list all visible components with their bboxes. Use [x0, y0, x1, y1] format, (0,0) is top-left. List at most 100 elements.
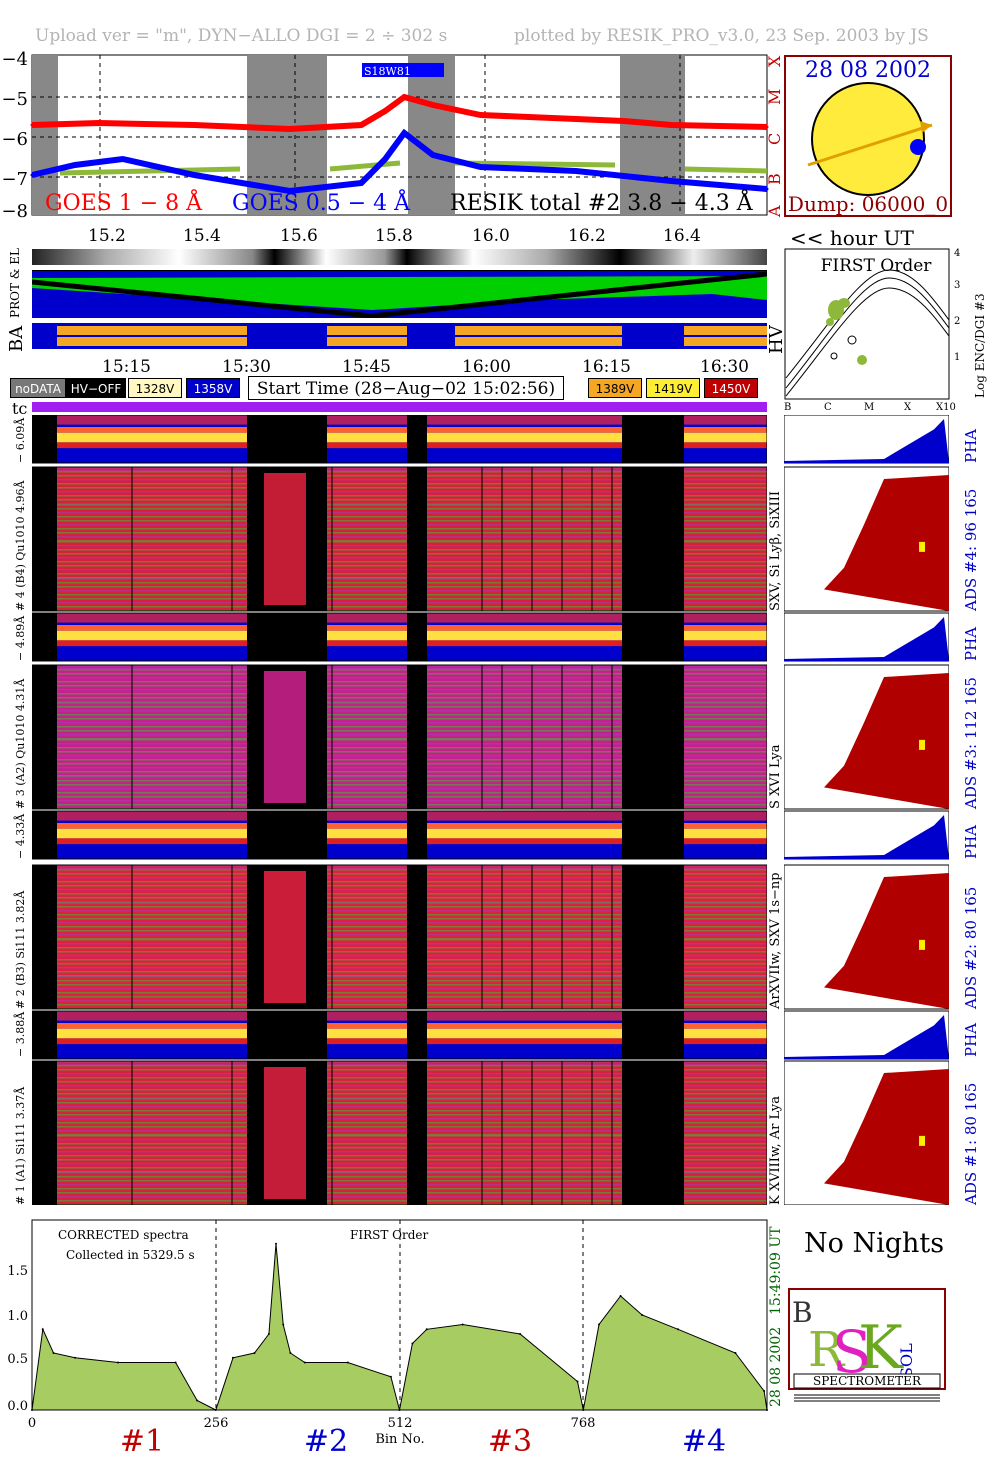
goes-ytick: −7	[1, 169, 28, 190]
spectrum-point	[282, 1323, 285, 1326]
goes-point	[30, 123, 34, 127]
goes-point	[574, 169, 578, 173]
svg-text:1.5: 1.5	[7, 1264, 28, 1279]
svg-text:2: 2	[954, 316, 960, 327]
svg-text:0.0: 0.0	[7, 1399, 28, 1414]
goes-point	[670, 123, 674, 127]
legend-hvoff: HV−OFF	[66, 378, 126, 398]
channel-lines-label: K XVIIIw, Ar Lya	[768, 1096, 783, 1205]
legend-nodata: noDATA	[10, 378, 66, 398]
pha-range-label: − 4.33Å	[14, 813, 27, 859]
spectrum-point	[398, 1409, 401, 1411]
channel-lines-label: SXV, Si Lyβ, SiXIII	[768, 491, 783, 611]
spectrum-point	[289, 1352, 292, 1354]
goes-point	[288, 127, 292, 131]
pha-range-label: − 3.88Å	[14, 1011, 27, 1057]
goes-ytick: −8	[1, 201, 28, 222]
pha-range-label: − 6.09Å	[14, 417, 27, 463]
svg-text:C: C	[824, 402, 832, 412]
tc-label: tc	[12, 399, 28, 418]
channel-lines-label: ArXVIIw, SXV 1s−np	[768, 872, 783, 1009]
flag-label: S18W81	[364, 65, 411, 78]
legend-1450v: 1450V	[704, 378, 758, 398]
goes-point	[288, 189, 292, 193]
no-nights: No Nights	[804, 1228, 945, 1259]
spectrum-point	[31, 1409, 33, 1411]
class-x: X	[765, 55, 780, 67]
spectrum-point	[676, 1328, 679, 1331]
resik-label: RESIK total #2 3.8 − 4.3 Å	[450, 188, 754, 216]
first-order-panel: FIRST Order B C M X X10 1 2 3 4 Log ENC/…	[784, 248, 987, 412]
goes-point	[383, 157, 387, 161]
spectrum-point	[196, 1399, 199, 1402]
pha-label: PHA	[962, 626, 980, 661]
ads-label: ADS #2: 80 165	[962, 886, 980, 1009]
svg-text:B: B	[784, 402, 791, 412]
prot-el-panel	[32, 270, 767, 318]
spectrogram-panel	[32, 864, 767, 1010]
goes-point	[670, 179, 674, 183]
ads-panels	[784, 415, 949, 1205]
goes-short-label: GOES 0.5 − 4 Å	[232, 188, 411, 216]
spectrum-point	[619, 1295, 622, 1297]
ads-histogram	[784, 1060, 949, 1205]
svg-text:1.0: 1.0	[7, 1309, 28, 1324]
spectrogram-panel	[32, 466, 767, 612]
gray-strip	[32, 249, 767, 265]
channel-label: # 1 (A1) Si111 3.37Å	[14, 1086, 27, 1205]
spectrum-point	[734, 1352, 737, 1354]
header-upload: Upload ver = "m", DYN−ALLO DGI = 2 ÷ 302…	[35, 26, 448, 46]
pha-label: PHA	[962, 428, 980, 463]
hour-ut-label: << hour UT	[790, 226, 914, 250]
sun-date: 28 08 2002	[805, 58, 931, 83]
goes-point	[479, 113, 483, 117]
pha-histogram	[784, 612, 949, 662]
band-4: #4	[682, 1424, 726, 1459]
ads-histogram	[784, 864, 949, 1010]
svg-text:M: M	[864, 402, 874, 412]
spectrum-point	[519, 1333, 522, 1335]
pha-strip	[32, 1010, 767, 1060]
svg-text:4: 4	[954, 248, 960, 259]
svg-text:0: 0	[28, 1416, 36, 1431]
spectrum-point	[74, 1356, 77, 1359]
class-c: C	[765, 133, 780, 145]
ads-label: ADS #1: 80 165	[962, 1082, 980, 1205]
goes-point	[359, 181, 363, 185]
spectrum-point	[41, 1328, 44, 1331]
goes-point	[383, 109, 387, 113]
svg-text:X10: X10	[936, 402, 956, 412]
pha-histogram	[784, 810, 949, 860]
legend-1389v: 1389V	[588, 378, 642, 398]
goes-point	[765, 187, 769, 191]
goes-point	[765, 125, 769, 129]
spectrum-point	[267, 1333, 270, 1335]
ads-label: ADS #4: 96 165	[962, 488, 980, 611]
class-m: M	[765, 89, 780, 105]
goes-point	[402, 95, 406, 99]
spectrum-time: 15:49:09 UT	[768, 1226, 780, 1315]
spectrum-point	[303, 1361, 306, 1364]
goes-point	[192, 123, 196, 127]
goes-ytick: −5	[1, 89, 28, 110]
class-b: B	[765, 173, 780, 185]
ads-label: ADS #3: 112 165	[962, 677, 980, 809]
spectrum-xlabel: Bin No.	[375, 1432, 424, 1447]
time-axis: 15:15 15:30 15:45 16:00 16:15 16:30	[102, 357, 749, 377]
svg-text:R: R	[808, 1322, 846, 1378]
class-a: A	[765, 205, 780, 218]
spectrum-point	[117, 1361, 120, 1364]
legend-1419v: 1419V	[646, 378, 700, 398]
ads-histogram	[784, 664, 949, 810]
sun-panel: 28 08 2002 Dump: 06000_0	[784, 55, 952, 217]
resik-logo: B R S K SOL SPECTROMETER	[788, 1288, 946, 1404]
spectrum-point	[763, 1390, 766, 1392]
goes-point	[97, 121, 101, 125]
goes-point	[431, 103, 435, 107]
channel-lines-label: S XVI Lya	[768, 744, 783, 809]
spectrum-point	[389, 1375, 392, 1378]
logo-spectrometer: SPECTROMETER	[813, 1374, 922, 1388]
ads-histogram	[784, 466, 949, 612]
svg-text:SOL: SOL	[897, 1343, 916, 1378]
spectrum-point	[598, 1323, 601, 1326]
